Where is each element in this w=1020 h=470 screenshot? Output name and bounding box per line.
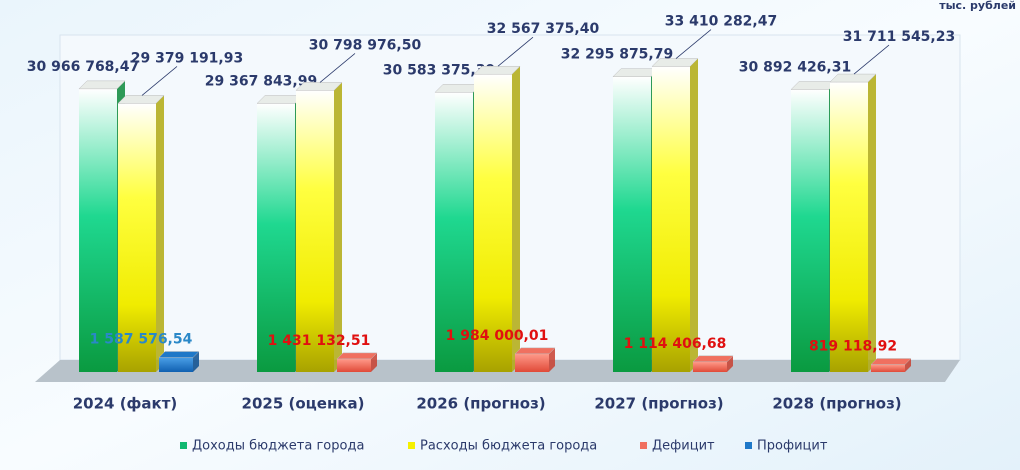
legend-swatch bbox=[408, 442, 415, 449]
bar-top bbox=[692, 355, 734, 363]
legend-label: Профицит bbox=[757, 439, 828, 454]
bar bbox=[613, 76, 651, 372]
bar-top bbox=[295, 82, 343, 91]
value-label: 31 711 545,23 bbox=[843, 29, 955, 45]
bar-top bbox=[514, 347, 556, 355]
bar bbox=[257, 103, 295, 373]
legend-label: Доходы бюджета города bbox=[192, 439, 364, 454]
value-label: 29 379 191,93 bbox=[131, 50, 243, 66]
leader-line bbox=[675, 29, 712, 59]
bar-top bbox=[336, 352, 378, 360]
bar bbox=[791, 89, 829, 372]
bar-top bbox=[473, 65, 521, 75]
legend-swatch bbox=[640, 442, 647, 449]
bar-side bbox=[868, 74, 876, 373]
x-tick-label: 2024 (факт) bbox=[73, 395, 178, 413]
leader-line bbox=[853, 44, 890, 75]
bar-side bbox=[690, 58, 698, 373]
value-label: 1 114 406,68 bbox=[624, 336, 727, 352]
bar-side bbox=[193, 351, 199, 372]
bar-side bbox=[549, 347, 555, 372]
x-tick-label: 2026 (прогноз) bbox=[416, 395, 545, 413]
bar bbox=[159, 357, 193, 372]
bar-top bbox=[651, 58, 699, 67]
bar bbox=[79, 88, 117, 373]
bar bbox=[652, 66, 690, 373]
value-label: 33 410 282,47 bbox=[665, 14, 777, 30]
bar bbox=[118, 103, 156, 372]
bar-top bbox=[829, 73, 877, 83]
unit-label: тыс. рублей bbox=[939, 0, 1016, 12]
legend-label: Расходы бюджета города bbox=[420, 439, 597, 454]
bar-top bbox=[117, 95, 165, 104]
legend-label: Дефицит bbox=[652, 439, 715, 454]
bar bbox=[693, 361, 727, 372]
bar-side bbox=[334, 82, 342, 372]
bar bbox=[830, 82, 868, 373]
value-label: 819 118,92 bbox=[809, 339, 897, 355]
bar-top bbox=[78, 80, 126, 90]
bar bbox=[474, 74, 512, 372]
legend-swatch bbox=[180, 442, 187, 449]
bar bbox=[296, 90, 334, 372]
leader-line bbox=[141, 66, 178, 96]
leader-line bbox=[497, 36, 534, 67]
bar bbox=[871, 364, 905, 372]
value-label: 30 583 375,39 bbox=[383, 62, 495, 78]
bar-side bbox=[156, 95, 164, 372]
value-label: 32 567 375,40 bbox=[487, 21, 600, 37]
bar-side bbox=[512, 66, 520, 372]
bar-side bbox=[727, 355, 733, 372]
bar bbox=[337, 358, 371, 372]
value-label: 29 367 843,99 bbox=[205, 73, 317, 89]
legend-swatch bbox=[745, 442, 752, 449]
x-tick-label: 2028 (прогноз) bbox=[772, 395, 901, 413]
value-label: 30 798 976,50 bbox=[309, 37, 422, 53]
leader-line bbox=[319, 53, 356, 83]
bar bbox=[515, 353, 549, 372]
value-label: 30 966 768,47 bbox=[27, 59, 139, 75]
value-label: 1 431 132,51 bbox=[268, 333, 371, 349]
x-tick-label: 2025 (оценка) bbox=[242, 395, 365, 413]
bar-top bbox=[870, 358, 912, 365]
x-tick-label: 2027 (прогноз) bbox=[594, 395, 723, 413]
value-label: 30 892 426,31 bbox=[739, 60, 851, 76]
bar-side bbox=[905, 358, 911, 372]
value-label: 1 984 000,01 bbox=[446, 328, 549, 344]
bar bbox=[435, 92, 473, 373]
value-label: 1 587 576,54 bbox=[90, 331, 193, 347]
value-label: 32 295 875,79 bbox=[561, 47, 673, 63]
bar-top bbox=[158, 351, 200, 358]
